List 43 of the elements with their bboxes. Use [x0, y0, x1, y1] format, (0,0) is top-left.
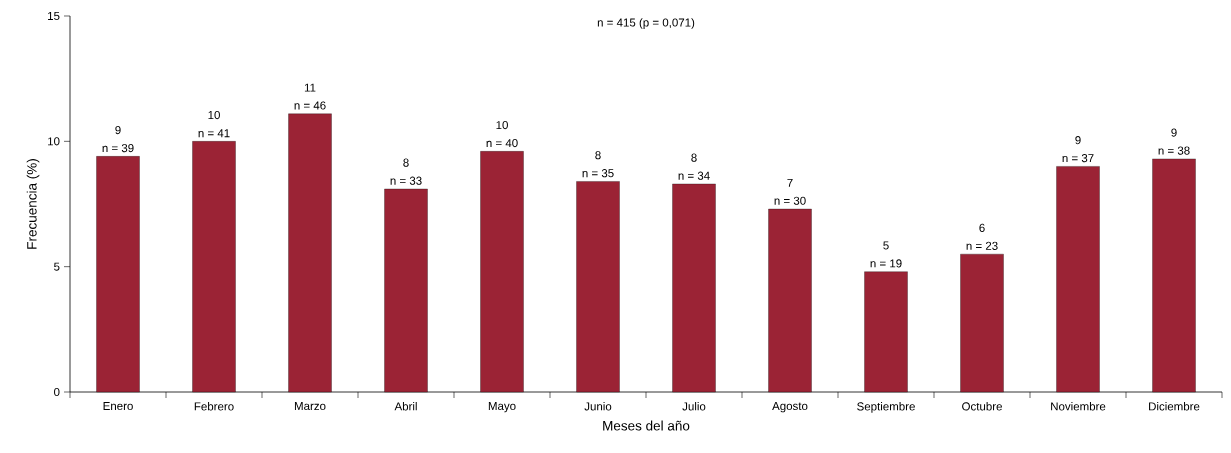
data-label: 10 — [208, 110, 220, 120]
data-label: 6 — [979, 223, 985, 232]
data-label: 8 — [595, 151, 601, 160]
x-tick-label: Octubre — [962, 402, 1002, 411]
annotation: n = 46 — [294, 101, 326, 110]
annotation: n = 40 — [486, 139, 518, 148]
data-label: 8 — [403, 158, 409, 167]
x-tick-label: Junio — [584, 402, 612, 411]
y-tick-label: 15 — [48, 11, 60, 21]
y-axis-title: Frecuencia (%) — [26, 159, 40, 249]
x-tick-label: Marzo — [294, 402, 326, 411]
annotation: n = 33 — [390, 176, 422, 185]
annotation: n = 23 — [966, 241, 998, 250]
x-tick-label: Noviembre — [1051, 402, 1106, 411]
data-label: 11 — [304, 83, 316, 92]
annotation: n = 41 — [198, 129, 230, 138]
annotation: n = 34 — [678, 171, 710, 180]
data-label: 9 — [1171, 128, 1177, 137]
x-tick-label: Diciembre — [1149, 402, 1200, 411]
annotation: n = 39 — [102, 144, 134, 153]
x-axis-title: Meses del año — [603, 420, 690, 431]
annotation: n = 35 — [582, 169, 614, 178]
x-tick-label: Septiembre — [857, 402, 915, 413]
data-label: 9 — [115, 126, 121, 135]
annotation: n = 19 — [870, 259, 902, 268]
x-tick-label: Febrero — [194, 402, 234, 411]
data-label: 9 — [1075, 136, 1081, 145]
x-tick-label: Mayo — [488, 402, 516, 413]
data-label: 7 — [787, 178, 793, 187]
annotation: n = 30 — [774, 196, 806, 205]
data-label: 5 — [883, 241, 889, 250]
data-label: 10 — [496, 121, 508, 130]
data-label: 8 — [691, 153, 697, 162]
x-tick-label: Julio — [682, 402, 706, 411]
x-tick-label: Agosto — [772, 402, 808, 413]
annotation: n = 38 — [1158, 146, 1190, 155]
x-tick-label: Enero — [103, 402, 133, 411]
y-tick-label: 5 — [54, 262, 60, 271]
annotation: n = 37 — [1062, 154, 1094, 163]
x-tick-label: Abril — [394, 402, 417, 411]
y-tick-label: 10 — [48, 137, 60, 146]
annotation: n = 415 (p = 0,071) — [597, 18, 695, 29]
y-tick-label: 0 — [54, 387, 60, 397]
